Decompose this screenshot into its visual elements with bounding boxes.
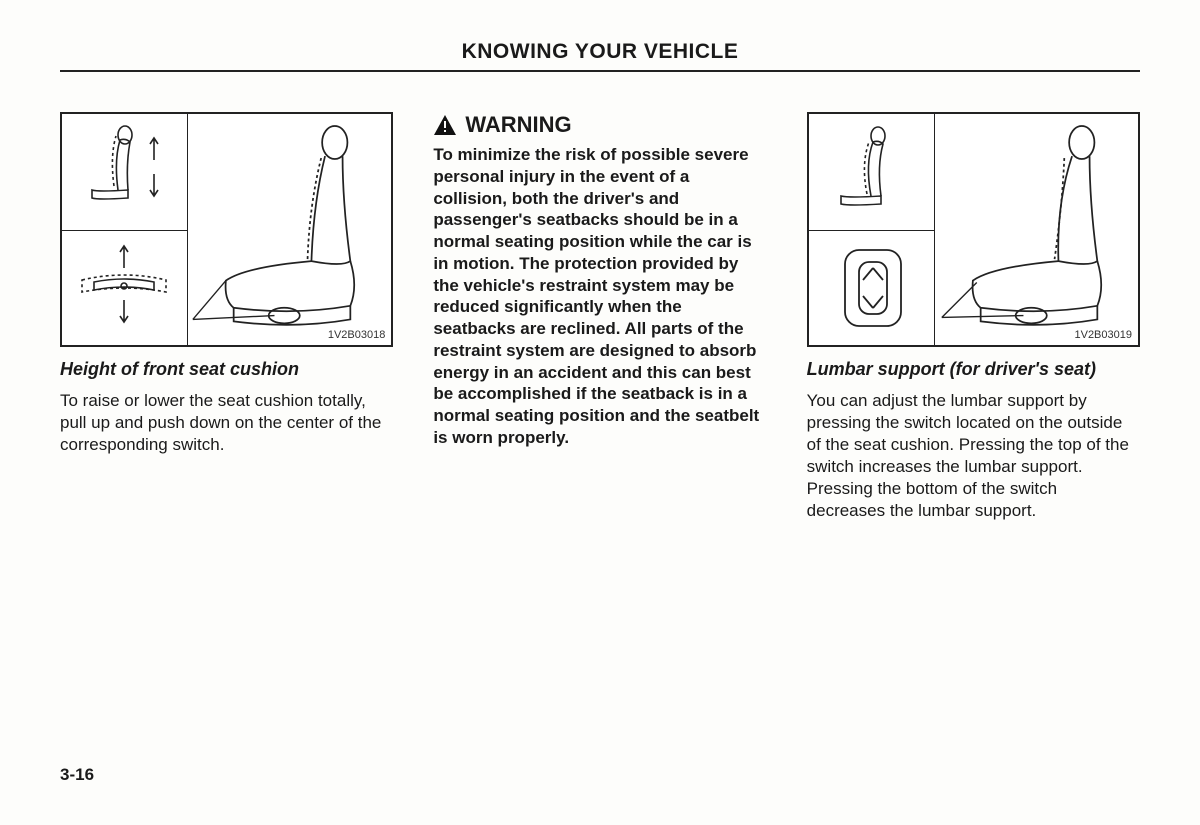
right-column: 1V2B03019 Lumbar support (for driver's s… [807, 112, 1140, 523]
header-rule [60, 70, 1140, 72]
figure-lumbar: 1V2B03019 [807, 112, 1140, 347]
body-lumbar: You can adjust the lumbar support by pre… [807, 390, 1140, 523]
mini-seat-updown-icon [68, 120, 183, 225]
body-seat-height: To raise or lower the seat cushion total… [60, 390, 393, 456]
figure-id-left: 1V2B03018 [328, 329, 386, 341]
seat-large-icon [187, 114, 391, 345]
lumbar-switch-icon [831, 242, 915, 334]
warning-label: WARNING [465, 112, 571, 138]
page-number: 3-16 [60, 765, 94, 785]
left-column: 1V2B03018 Height of front seat cushion T… [60, 112, 393, 456]
warning-heading: WARNING [433, 112, 766, 138]
warning-triangle-icon [433, 114, 457, 136]
content-columns: 1V2B03018 Height of front seat cushion T… [60, 112, 1140, 523]
figure-id-right: 1V2B03019 [1074, 329, 1132, 341]
heading-seat-height: Height of front seat cushion [60, 359, 393, 380]
figure-divider-horizontal [809, 230, 934, 231]
page-header-title: KNOWING YOUR VEHICLE [60, 40, 1140, 70]
seat-large-icon [934, 114, 1138, 345]
figure-seat-height: 1V2B03018 [60, 112, 393, 347]
warning-body: To minimize the risk of possible severe … [433, 144, 766, 449]
heading-lumbar: Lumbar support (for driver's seat) [807, 359, 1140, 380]
switch-updown-icon [68, 234, 183, 334]
figure-divider-horizontal [62, 230, 187, 231]
mini-seat-profile-icon [815, 120, 930, 225]
center-column: WARNING To minimize the risk of possible… [433, 112, 766, 449]
